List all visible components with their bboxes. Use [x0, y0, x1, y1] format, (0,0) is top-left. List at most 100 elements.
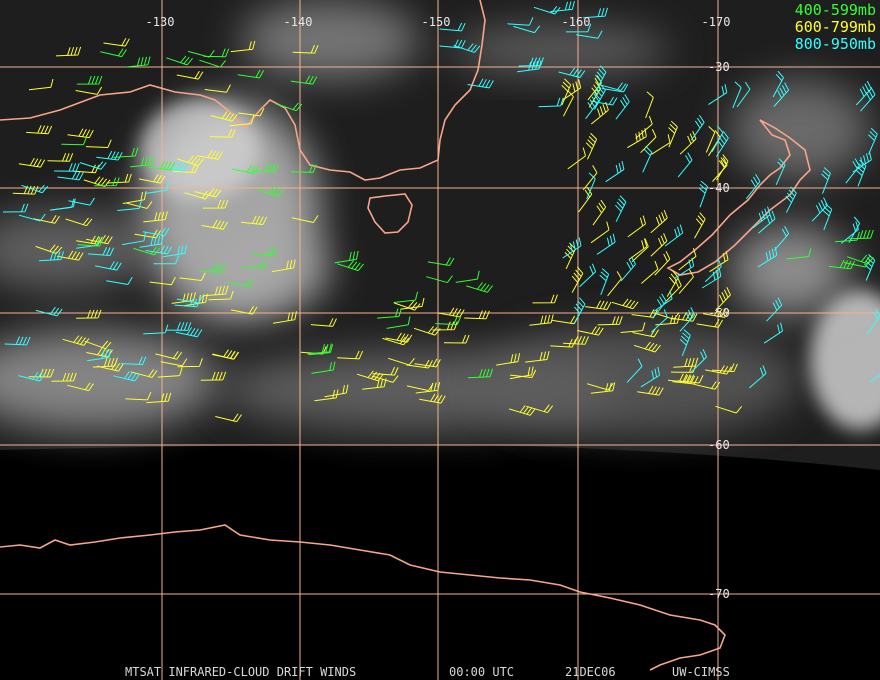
barb-stroke — [652, 293, 667, 319]
barb-stroke — [21, 184, 49, 194]
barb-stroke — [496, 353, 521, 366]
wind-barb — [393, 300, 421, 311]
barb-stroke — [715, 130, 729, 157]
barb-stroke — [679, 307, 696, 332]
wind-barb — [388, 357, 415, 366]
wind-barb — [26, 125, 53, 135]
wind-barb — [690, 114, 705, 141]
barb-stroke — [57, 250, 84, 261]
wind-barb — [650, 209, 668, 234]
wind-barb — [763, 322, 783, 344]
barb-stroke — [822, 203, 833, 231]
wind-barb — [705, 365, 732, 375]
barb-stroke — [601, 84, 629, 93]
wind-barb — [701, 268, 722, 289]
wind-barb — [601, 84, 629, 93]
barb-stroke — [334, 250, 359, 264]
barb-stroke — [611, 298, 639, 310]
barb-stroke — [257, 186, 284, 197]
wind-barb — [694, 212, 706, 239]
wind-barb — [578, 186, 593, 213]
wind-barb — [664, 224, 684, 247]
wind-barb — [678, 248, 697, 271]
wind-barb — [28, 368, 55, 378]
wind-barb — [640, 129, 657, 154]
barb-stroke — [146, 392, 172, 404]
barb-stroke — [76, 75, 103, 85]
wind-barb — [811, 197, 828, 222]
barb-stroke — [665, 277, 682, 302]
barb-stroke — [100, 48, 127, 58]
wind-barb — [210, 111, 238, 122]
wind-barb — [550, 1, 575, 13]
wind-barb — [435, 316, 462, 326]
barb-stroke — [435, 316, 462, 326]
barb-stroke — [533, 5, 561, 15]
wind-barb — [292, 44, 319, 54]
wind-barb — [35, 306, 63, 317]
wind-barb — [138, 174, 166, 184]
barb-stroke — [426, 275, 453, 284]
barb-stroke — [337, 260, 364, 272]
wind-barb — [866, 308, 880, 335]
wind-barb — [533, 5, 561, 15]
wind-barb — [605, 161, 625, 183]
barb-stroke — [200, 263, 226, 273]
barb-stroke — [377, 308, 402, 319]
barb-stroke — [846, 254, 874, 265]
barb-stroke — [597, 316, 623, 326]
wind-barb — [716, 154, 729, 181]
barb-stroke — [291, 215, 319, 223]
barb-stroke — [772, 70, 784, 98]
wind-barb — [310, 318, 337, 327]
barb-stroke — [26, 125, 53, 135]
barb-stroke — [240, 215, 268, 226]
barb-stroke — [855, 80, 872, 106]
barb-stroke — [163, 244, 188, 258]
barb-stroke — [550, 338, 577, 348]
lon-labels: -130 -140 -150 -160 -170 — [146, 15, 731, 29]
barb-stroke — [125, 56, 151, 68]
wind-barb — [773, 226, 790, 251]
wind-barb — [677, 152, 693, 178]
wind-barb — [92, 357, 118, 368]
barb-stroke — [2, 203, 29, 213]
barb-stroke — [594, 83, 606, 110]
wind-barb — [385, 332, 413, 343]
wind-barb — [590, 382, 616, 394]
wind-barb — [868, 127, 878, 155]
wind-barb — [576, 326, 604, 336]
wind-barb — [179, 272, 206, 282]
barb-stroke — [117, 200, 142, 211]
barb-stroke — [590, 221, 610, 244]
barb-stroke — [507, 17, 534, 26]
wind-barb — [415, 382, 441, 394]
wind-barb — [165, 322, 192, 331]
barb-stroke — [650, 209, 668, 234]
wind-barb — [68, 197, 95, 206]
wind-barb — [576, 30, 603, 39]
wind-barb — [230, 40, 256, 53]
barb-stroke — [748, 365, 767, 389]
wind-barb — [736, 81, 751, 108]
wind-barb — [57, 171, 84, 181]
barb-stroke — [314, 389, 339, 402]
barb-stroke — [35, 306, 63, 317]
barb-stroke — [125, 391, 152, 401]
barb-stroke — [400, 297, 425, 310]
wind-barb — [666, 270, 679, 297]
wind-barb — [38, 251, 65, 262]
wind-barb — [153, 255, 180, 265]
wind-barb — [311, 361, 336, 374]
barb-stroke — [736, 81, 751, 108]
barb-stroke — [467, 78, 494, 89]
barb-stroke — [513, 25, 541, 34]
wind-barb — [204, 84, 231, 93]
wind-barb — [413, 325, 441, 336]
wind-barb — [49, 198, 75, 211]
wind-barb — [642, 145, 653, 173]
barb-stroke — [632, 328, 660, 338]
wind-barb — [382, 336, 410, 346]
barb-stroke — [227, 278, 255, 288]
legend-entry: 600-799mb — [795, 18, 876, 36]
